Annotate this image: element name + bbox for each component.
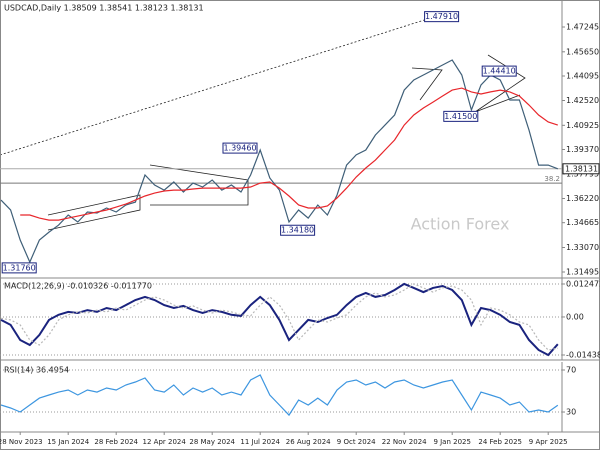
last-price-label: 1.38131 (565, 164, 598, 173)
annotation-box (222, 142, 258, 154)
x-tick-label: 22 Nov 2024 (382, 438, 427, 446)
y-tick-label: 1.31495 (566, 268, 599, 277)
annotation-label: 1.47910 (425, 12, 458, 21)
series-line (20, 87, 558, 221)
fib-label: 38.2 (544, 175, 560, 183)
y-tick-label: 1.34665 (566, 218, 599, 227)
y-tick-label: 1.39370 (566, 145, 599, 154)
series-line (0, 282, 559, 357)
y-tick-label: 1.44095 (566, 71, 599, 80)
channel (47, 194, 141, 231)
y-tick-label: 70 (566, 365, 576, 374)
watermark: Action Forex (411, 215, 510, 234)
x-tick-label: 9 Oct 2024 (337, 438, 376, 446)
x-tick-label: 9 Jan 2025 (433, 438, 471, 446)
annotation-label: 1.31760 (3, 263, 36, 272)
y-tick-label: 1.42520 (566, 96, 599, 105)
y-tick-label: 1.36220 (566, 194, 599, 203)
x-tick-label: 28 Feb 2024 (94, 438, 138, 446)
last-price-box (562, 163, 600, 175)
y-tick-label: 1.47245 (566, 22, 599, 31)
x-tick-label: 12 Apr 2024 (143, 438, 187, 446)
series-line (0, 374, 559, 417)
y-tick-label: 30 (566, 408, 576, 417)
annotation-label: 1.34180 (281, 226, 314, 235)
x-tick-label: 28 Nov 2023 (0, 438, 43, 446)
annotation-label: 1.44410 (483, 67, 516, 76)
x-tick-label: 9 Apr 2025 (529, 438, 568, 446)
series-line (0, 283, 558, 351)
y-tick-label: 0.012472 (566, 279, 600, 288)
panel-title: MACD(12,26,9) -0.010326 -0.011770 (4, 282, 152, 291)
y-tick-label: 0.00 (566, 312, 584, 321)
annotation-label: 1.39460 (223, 144, 256, 153)
triangle (149, 164, 249, 206)
x-tick-label: 15 Jan 2024 (47, 438, 90, 446)
y-tick-label: 1.40925 (566, 121, 599, 130)
x-tick-label: 11 Jul 2024 (240, 438, 280, 446)
flag (411, 67, 443, 101)
trend-line (0, 14, 441, 156)
y-tick-label: -0.014389 (566, 351, 600, 360)
x-tick-label: 28 May 2024 (189, 438, 235, 446)
x-tick-label: 24 Feb 2025 (478, 438, 522, 446)
annotation-box (1, 262, 37, 274)
y-tick-label: 1.33070 (566, 243, 599, 252)
x-tick-label: 26 Aug 2024 (286, 438, 331, 446)
annotation-box (424, 11, 460, 23)
annotation-box (481, 65, 517, 77)
annotation-box (280, 224, 316, 236)
annotation-label: 1.41500 (444, 112, 477, 121)
annotation-box (443, 110, 479, 122)
y-tick-label: 1.45650 (566, 47, 599, 56)
header: USDCAD,Daily 1.38509 1.38541 1.38123 1.3… (4, 4, 204, 13)
